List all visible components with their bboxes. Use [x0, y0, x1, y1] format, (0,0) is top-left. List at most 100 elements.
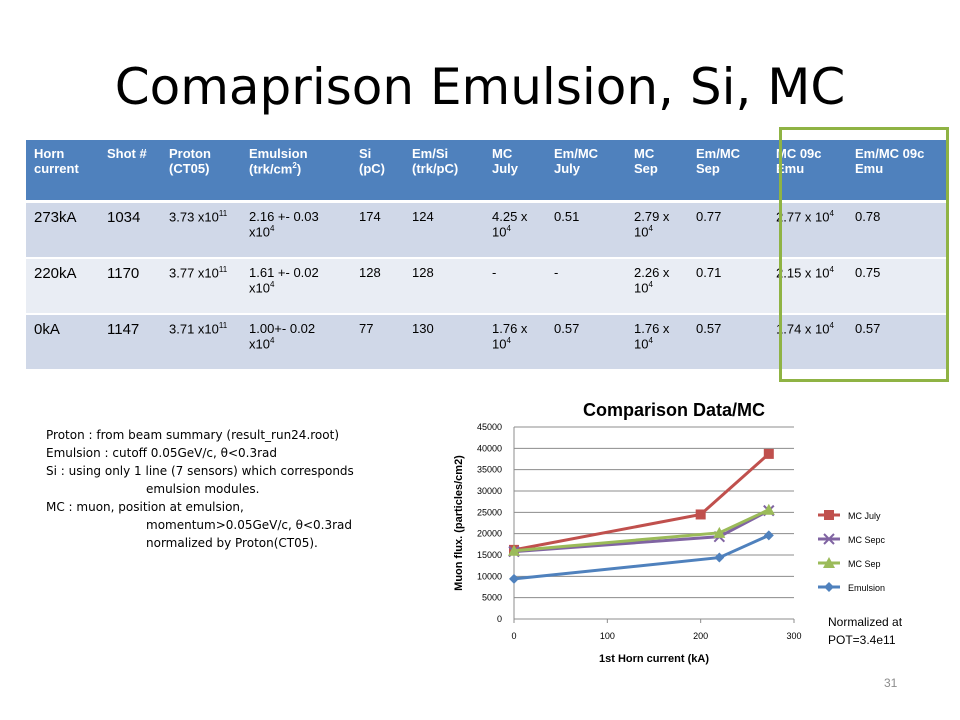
legend-label: MC Sep [848, 559, 881, 569]
cell-superscript: 4 [506, 336, 511, 345]
table-cell: 77 [351, 314, 404, 371]
cell-text: 0.75 [855, 265, 881, 280]
cell-text: 1.00+- 0.02 x10 [249, 321, 316, 352]
chart-annotation: Normalized at [828, 615, 903, 629]
table-cell: 0.57 [688, 314, 768, 371]
cell-superscript: 4 [829, 321, 834, 330]
cell-superscript: 4 [648, 336, 653, 345]
cell-text: 3.77 x10 [169, 265, 219, 281]
table-header-row: Horn current Shot # Proton (CT05) Emulsion … [26, 140, 946, 203]
data-point [509, 573, 519, 584]
page-number: 31 [884, 676, 898, 690]
cell-text: 2.16 +- 0.03 x10 [249, 209, 319, 240]
header-text: ) [296, 161, 302, 177]
table-cell: 0.57 [546, 314, 626, 371]
data-point [763, 448, 774, 459]
table-row: 220kA 1170 3.77 x1011 1.61 +- 0.02 x104 128 1… [26, 258, 946, 315]
cell-text: 0.51 [554, 209, 580, 224]
legend-label: MC Sepc [848, 535, 886, 545]
legend-marker [824, 582, 834, 592]
header-text: Em/MC Sep [696, 146, 741, 176]
table-cell: 1034 [99, 201, 161, 259]
table-cell: 4.25 x 104 [484, 201, 546, 259]
y-tick-label: 45000 [477, 422, 502, 432]
cell-text: 1.74 x 10 [776, 321, 830, 337]
comparison-table: Horn current Shot # Proton (CT05) Emulsion … [26, 140, 946, 371]
table-cell: 3.71 x1011 [161, 314, 241, 371]
legend-label: Emulsion [848, 583, 885, 593]
column-header: Emulsion (trk/cm2) [241, 140, 351, 203]
cell-text: 2.79 x 10 [634, 209, 670, 240]
table-cell: 2.16 +- 0.03 x104 [241, 201, 351, 259]
cell-superscript: 4 [829, 209, 834, 218]
highlight-box [779, 127, 949, 382]
table-cell: 1.76 x 104 [626, 314, 688, 371]
table-row: 273kA 1034 3.73 x1011 2.16 +- 0.03 x104 174 1… [26, 201, 946, 259]
cell-text: 1170 [107, 265, 140, 282]
header-text: Em/MC 09c Emu [855, 146, 925, 176]
x-tick-label: 300 [786, 631, 801, 641]
cell-text: 2.77 x 10 [776, 209, 830, 225]
cell-text: 0.57 [554, 321, 580, 336]
y-tick-label: 0 [497, 614, 502, 624]
data-point [695, 509, 706, 520]
column-header: Horn current [26, 140, 99, 203]
table-cell: - [484, 258, 546, 315]
table-cell: 0.75 [847, 258, 946, 315]
x-tick-label: 100 [600, 631, 615, 641]
cell-text: - [492, 265, 497, 280]
cell-text: 0.57 [855, 321, 881, 336]
table-cell: 1170 [99, 258, 161, 315]
cell-text: 0.71 [696, 265, 722, 280]
comparison-chart: Comparison Data/MC 0 5000 10000 15000 20000 25… [453, 400, 903, 665]
note-line: MC : muon, position at emulsion, [46, 500, 244, 514]
legend-label: MC July [848, 511, 881, 521]
cell-text: 3.73 x10 [169, 209, 219, 225]
data-point [713, 526, 726, 538]
legend-marker [824, 510, 834, 520]
table-cell: 130 [404, 314, 484, 371]
header-text: MC July [492, 146, 519, 176]
note-line: Si : using only 1 line (7 sensors) which… [46, 464, 354, 478]
table-cell: 3.77 x1011 [161, 258, 241, 315]
header-text: MC Sep [634, 146, 658, 176]
series-line [513, 452, 770, 552]
cell-text: 273kA [34, 209, 77, 226]
data-point [714, 552, 725, 563]
y-axis-title: Muon flux. (particles/cm2) [453, 455, 465, 591]
cell-superscript: 4 [269, 336, 275, 345]
note-line: emulsion modules. [146, 482, 260, 496]
cell-superscript: 4 [648, 224, 653, 233]
cell-text: 1.61 +- 0.02 x10 [249, 265, 319, 296]
header-text: Em/MC July [554, 146, 599, 176]
x-axis-title: 1st Horn current (kA) [599, 653, 709, 665]
table-cell: 174 [351, 201, 404, 259]
cell-text: 1.76 x 10 [634, 321, 670, 352]
cell-superscript: 4 [269, 280, 275, 289]
data-point [762, 503, 775, 515]
y-tick-label: 20000 [477, 529, 502, 539]
cell-superscript: 11 [218, 321, 228, 330]
table-cell: 0.78 [847, 201, 946, 259]
table-row: 0kA 1147 3.71 x1011 1.00+- 0.02 x104 77 130 1.… [26, 314, 946, 371]
cell-text: 124 [412, 209, 434, 224]
cell-text: 1034 [107, 209, 141, 226]
series-line [513, 509, 770, 554]
y-tick-label: 40000 [477, 443, 502, 453]
cell-text: 0kA [34, 321, 60, 338]
cell-text: 0.57 [696, 321, 722, 336]
cell-superscript: 4 [506, 224, 511, 233]
chart-annotation: POT=3.4e11 [828, 633, 896, 647]
cell-text: 4.25 x 10 [492, 209, 528, 240]
note-line: Emulsion : cutoff 0.05GeV/c, θ<0.3rad [46, 446, 278, 460]
header-text: Horn current [34, 146, 79, 176]
y-tick-label: 35000 [477, 465, 502, 475]
cell-text: 128 [412, 265, 434, 280]
y-tick-label: 25000 [477, 507, 502, 517]
cell-text: 128 [359, 265, 381, 280]
column-header: MC Sep [626, 140, 688, 203]
cell-text: 77 [359, 321, 374, 336]
cell-text: 174 [359, 209, 381, 224]
table-cell: 273kA [26, 201, 99, 259]
notes-block: Proton : from beam summary (result_run24… [46, 426, 354, 552]
